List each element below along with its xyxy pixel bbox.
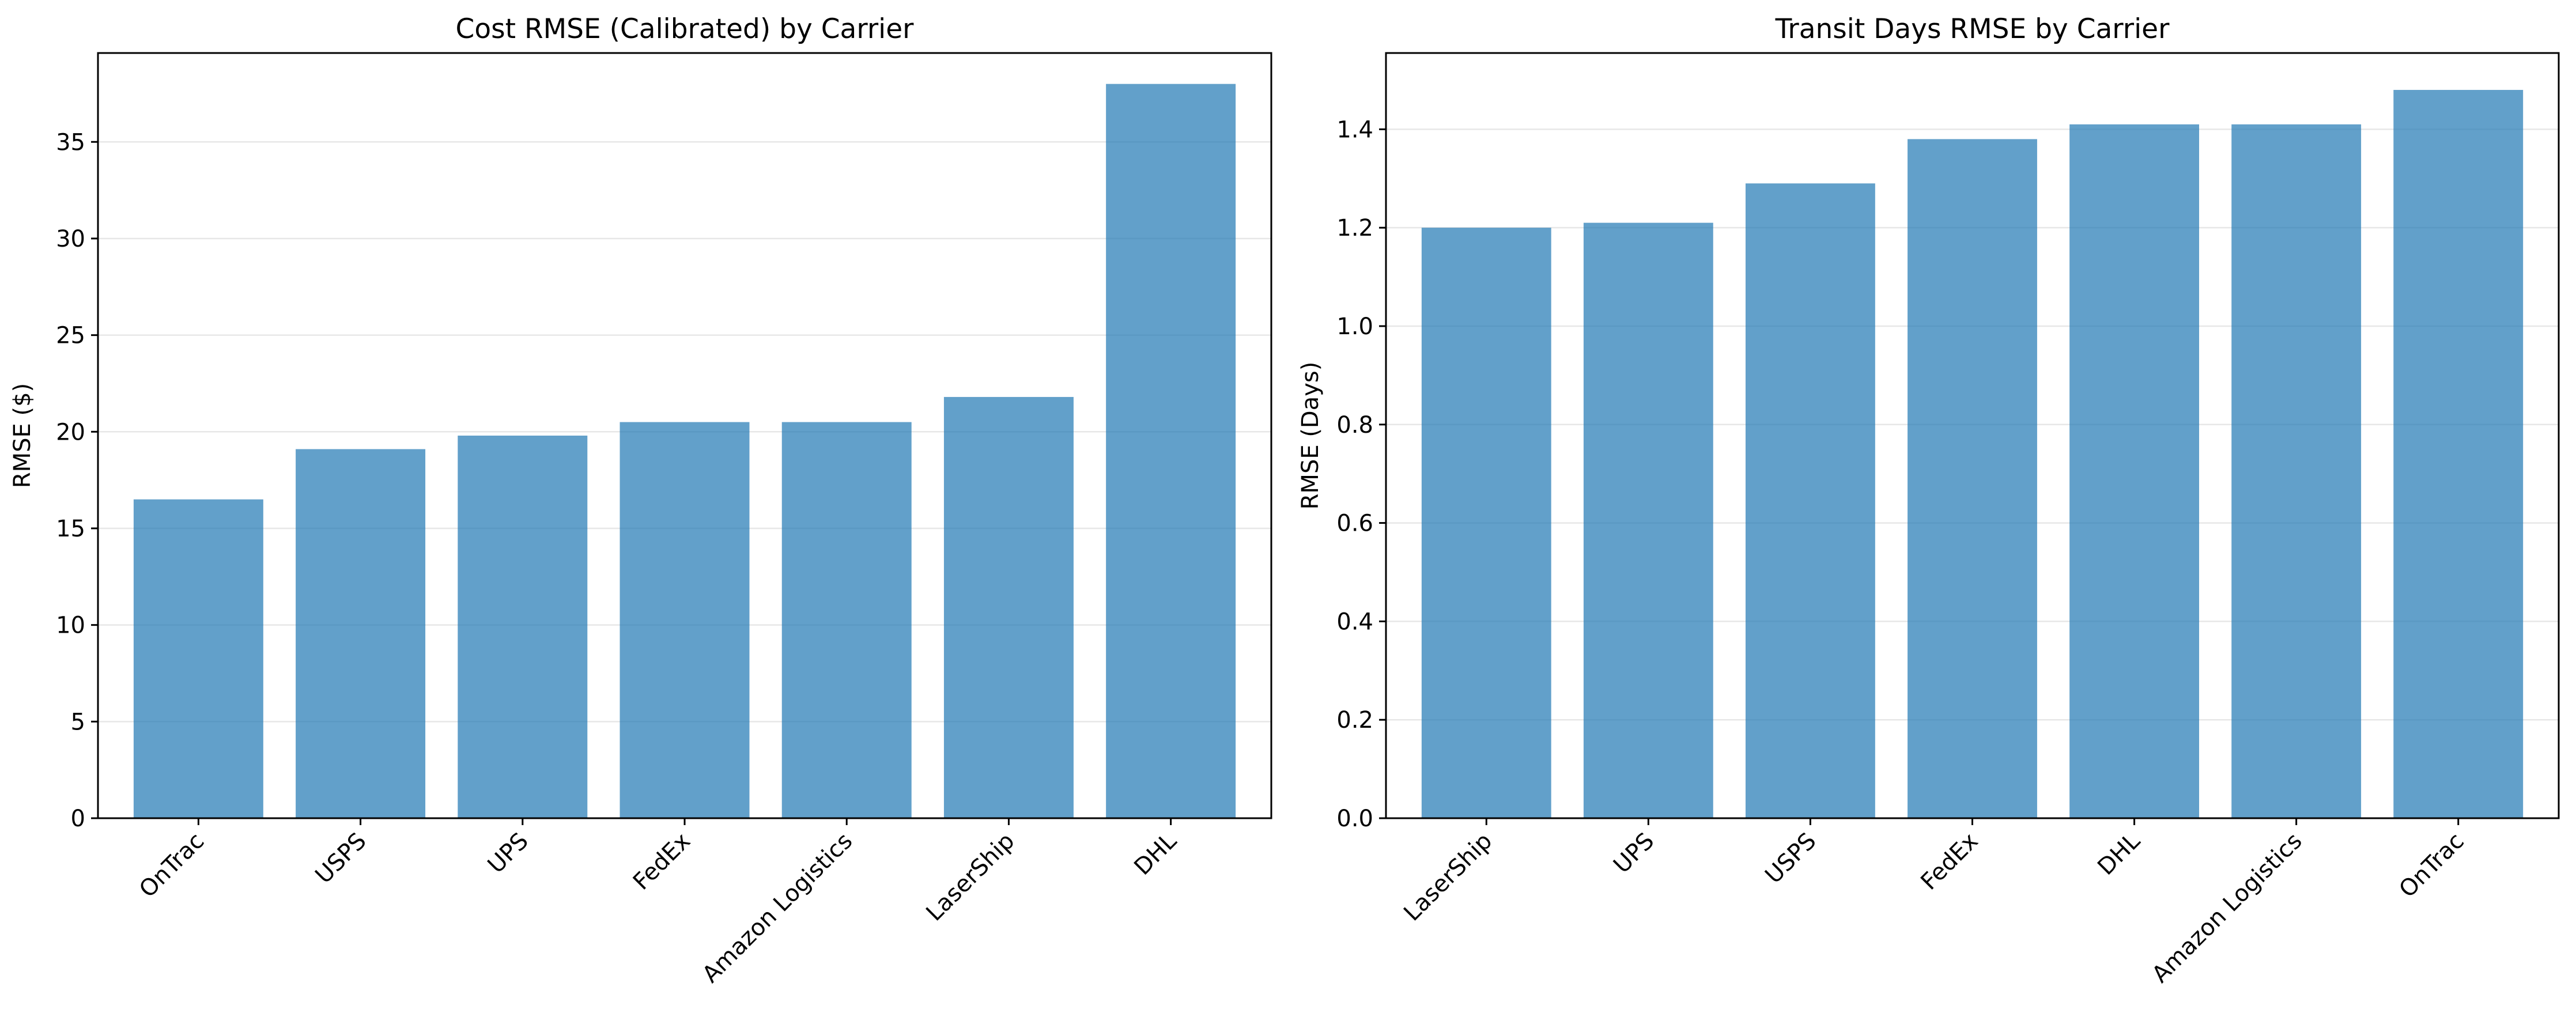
chart-title: Cost RMSE (Calibrated) by Carrier: [456, 13, 915, 45]
y-tick-label: 0.4: [1336, 608, 1373, 635]
y-ticks: 0.0 0.2 0.4 0.6 0.8 1.0 1.2 1.4: [1336, 116, 1386, 832]
bar-lasership: [1421, 228, 1551, 818]
bar-dhl: [2069, 124, 2200, 819]
y-tick-label: 0.2: [1336, 707, 1373, 734]
x-tick-label: Amazon Logistics: [2147, 828, 2307, 988]
x-ticks: OnTrac USPS UPS FedEx Amazon Logistics LaserS…: [134, 818, 1182, 988]
y-tick-label: 35: [56, 129, 85, 156]
bar-fedex: [1908, 139, 2037, 818]
bar-usps: [1745, 183, 1875, 818]
y-ticks: 0 5 10 15 20 25 30 35: [56, 129, 98, 832]
y-tick-label: 1.4: [1336, 116, 1373, 143]
x-tick-label: Amazon Logistics: [697, 828, 858, 988]
y-axis-label: RMSE ($): [9, 383, 36, 488]
y-tick-label: 0: [71, 806, 85, 832]
bar-ontrac: [2393, 90, 2524, 818]
x-tick-label: USPS: [1760, 828, 1821, 889]
y-tick-label: 30: [56, 226, 85, 252]
cost-rmse-chart: Cost RMSE (Calibrated) by Carrier RMSE (…: [9, 13, 1272, 988]
x-tick-label: UPS: [483, 828, 534, 879]
y-tick-label: 5: [71, 709, 85, 735]
bar-amazon-logistics: [781, 422, 912, 818]
y-tick-label: 0.0: [1336, 806, 1373, 832]
y-tick-label: 0.6: [1336, 511, 1373, 537]
x-tick-label: LaserShip: [1399, 828, 1497, 927]
y-tick-label: 10: [56, 613, 85, 639]
bar-usps: [296, 449, 426, 818]
x-tick-label: FedEx: [628, 828, 696, 895]
plot-frame: [1385, 52, 2560, 819]
bar-lasership: [943, 396, 1074, 818]
y-tick-label: 1.2: [1336, 215, 1373, 241]
y-tick-label: 15: [56, 516, 85, 542]
bar-ups: [458, 436, 588, 818]
bars: [1421, 90, 2524, 819]
chart-title: Transit Days RMSE by Carrier: [1775, 13, 2170, 45]
bar-fedex: [620, 422, 750, 818]
y-tick-label: 25: [56, 323, 85, 349]
x-tick-label: USPS: [310, 828, 371, 889]
bar-dhl: [1106, 84, 1236, 818]
x-tick-label: LaserShip: [921, 828, 1019, 927]
transit-days-rmse-chart: Transit Days RMSE by Carrier RMSE (Days)…: [1297, 13, 2560, 988]
x-tick-label: DHL: [2092, 827, 2146, 880]
x-tick-label: UPS: [1608, 828, 1659, 879]
y-tick-label: 1.0: [1336, 313, 1373, 340]
y-tick-label: 20: [56, 419, 85, 445]
x-tick-label: OnTrac: [2394, 828, 2469, 903]
y-axis-label: RMSE (Days): [1297, 362, 1324, 510]
bar-amazon-logistics: [2231, 124, 2362, 819]
x-tick-label: DHL: [1129, 827, 1182, 880]
bar-ups: [1583, 222, 1713, 818]
x-tick-label: FedEx: [1916, 828, 1983, 895]
bars: [133, 84, 1236, 818]
y-tick-label: 0.8: [1336, 412, 1373, 438]
plot-frame: [97, 52, 1272, 819]
x-ticks: LaserShip UPS USPS FedEx DHL Amazon Logistics…: [1399, 818, 2469, 988]
x-tick-label: OnTrac: [134, 828, 209, 903]
bar-ontrac: [133, 499, 263, 818]
